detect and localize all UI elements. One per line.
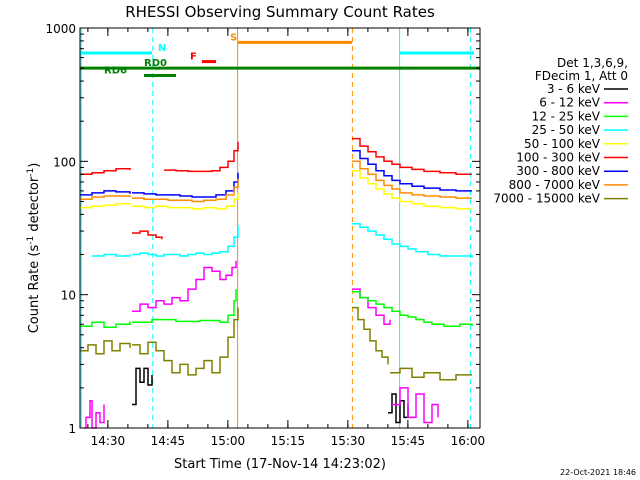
x-axis-label: Start Time (17-Nov-14 14:23:02) bbox=[174, 457, 386, 472]
legend-label-3: 25 - 50 keV bbox=[532, 123, 601, 137]
x-tick-label-5: 15:45 bbox=[391, 434, 426, 448]
legend-label-1: 6 - 12 keV bbox=[539, 96, 601, 110]
series-6-segment-1 bbox=[132, 172, 239, 198]
series-3-segment-1 bbox=[132, 225, 239, 257]
legend-label-6: 300 - 800 keV bbox=[516, 164, 600, 178]
series-5-segment-3 bbox=[352, 137, 472, 176]
series-2-segment-1 bbox=[132, 289, 237, 324]
series-2-segment-2 bbox=[352, 291, 473, 327]
y-axis-label-end: ) bbox=[27, 163, 42, 168]
series-4-segment-2 bbox=[352, 169, 472, 210]
y-tick-label-2: 100 bbox=[53, 155, 76, 169]
event-label-4: RD0 bbox=[144, 58, 167, 69]
series-5-segment-1 bbox=[132, 230, 163, 240]
x-tick-label-2: 15:00 bbox=[211, 434, 246, 448]
legend-label-8: 7000 - 15000 keV bbox=[493, 192, 600, 206]
y-tick-label-3: 1000 bbox=[45, 22, 76, 36]
x-tick-label-6: 16:00 bbox=[451, 434, 486, 448]
series-8-segment-0 bbox=[80, 340, 131, 355]
event-label-5: RD6 bbox=[104, 66, 127, 77]
x-tick-label-3: 15:15 bbox=[271, 434, 306, 448]
series-1-segment-0 bbox=[84, 400, 105, 429]
legend-label-0: 3 - 6 keV bbox=[547, 82, 601, 96]
axes: 14:30 14:45 15:00 15:15 15:30 15:45 16:00 1 10 10… bbox=[45, 22, 485, 448]
series-6-segment-0 bbox=[80, 190, 131, 196]
series-0-segment-0 bbox=[132, 367, 153, 406]
event-label-0: N bbox=[158, 43, 166, 54]
plot-frame bbox=[79, 27, 481, 429]
legend-label-4: 50 - 100 keV bbox=[524, 137, 601, 151]
series-4-segment-1 bbox=[132, 192, 239, 210]
series-3-segment-0 bbox=[92, 253, 131, 257]
event-label-2: S bbox=[230, 32, 237, 43]
series-3-segment-2 bbox=[352, 223, 473, 258]
series-8-segment-3 bbox=[390, 367, 472, 381]
y-tick-label-0: 1 bbox=[68, 422, 76, 436]
series-5-segment-0 bbox=[80, 167, 131, 176]
legend-label-5: 100 - 300 keV bbox=[516, 151, 600, 165]
event-bars: N S F RD0 RD6 bbox=[80, 32, 480, 78]
footer-date: 22-Oct-2021 18:46 bbox=[560, 468, 636, 477]
series-6-segment-2 bbox=[352, 150, 472, 192]
series-8-segment-2 bbox=[352, 306, 389, 365]
series-0-segment-1 bbox=[388, 393, 409, 424]
series-7-segment-0 bbox=[80, 195, 131, 200]
y-axis-label-main: Count Rate (s bbox=[27, 245, 42, 334]
series-2-segment-0 bbox=[80, 321, 131, 328]
y-axis-label: Count Rate (s-1 detector-1) bbox=[26, 163, 42, 334]
x-tick-label-4: 15:30 bbox=[331, 434, 366, 448]
legend-label-7: 800 - 7000 keV bbox=[509, 178, 601, 192]
y-tick-label-1: 10 bbox=[61, 289, 76, 303]
series-8-segment-1 bbox=[132, 307, 239, 376]
y-axis-label-sup2: -1 bbox=[26, 168, 36, 177]
y-axis-label-mid: detector bbox=[27, 176, 42, 236]
legend-title-1: Det 1,3,6,9, bbox=[557, 56, 628, 70]
series-1-segment-3 bbox=[392, 387, 439, 424]
series-1-segment-1 bbox=[132, 260, 237, 313]
series-4-segment-0 bbox=[80, 203, 131, 209]
series-lines bbox=[80, 137, 473, 429]
series-7-segment-1 bbox=[132, 178, 239, 203]
series-7-segment-2 bbox=[352, 160, 472, 199]
x-tick-label-1: 14:45 bbox=[151, 434, 186, 448]
event-label-3: F bbox=[190, 52, 197, 63]
x-tick-label-0: 14:30 bbox=[91, 434, 126, 448]
series-5-segment-2 bbox=[164, 141, 239, 173]
chart-title: RHESSI Observing Summary Count Rates bbox=[125, 3, 435, 21]
y-axis-label-sup1: -1 bbox=[26, 236, 36, 245]
legend-label-2: 12 - 25 keV bbox=[532, 109, 601, 123]
legend-title-2: FDecim 1, Att 0 bbox=[535, 69, 628, 83]
